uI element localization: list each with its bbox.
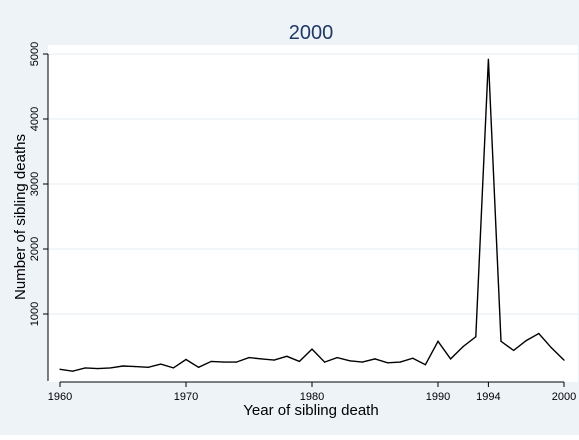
data-point xyxy=(135,366,137,368)
data-point xyxy=(349,360,351,362)
data-point xyxy=(147,366,149,368)
data-point xyxy=(311,348,313,350)
x-tick-label: 2000 xyxy=(552,391,576,403)
data-point xyxy=(97,368,99,370)
y-tick-label: 4000 xyxy=(29,107,41,131)
data-point xyxy=(563,359,565,361)
data-point xyxy=(298,360,300,363)
data-point xyxy=(273,359,275,361)
data-point xyxy=(500,340,502,342)
data-point xyxy=(109,367,111,369)
data-point xyxy=(223,361,225,363)
data-point xyxy=(235,361,237,363)
data-point xyxy=(412,357,414,359)
data-point xyxy=(72,370,74,372)
x-tick-label: 1960 xyxy=(48,391,72,403)
data-point xyxy=(248,356,250,359)
data-point xyxy=(550,347,553,349)
data-point xyxy=(462,345,464,348)
y-tick-label: 2000 xyxy=(29,237,41,261)
data-point xyxy=(450,358,452,360)
x-tick-label: 1980 xyxy=(300,391,324,403)
data-point xyxy=(336,356,338,359)
series-layer xyxy=(59,58,565,372)
data-point xyxy=(160,363,162,365)
gridlines xyxy=(48,53,578,315)
chart-title: 2000 xyxy=(289,22,334,44)
data-point xyxy=(475,336,477,338)
y-tick-label: 3000 xyxy=(29,172,41,196)
data-point xyxy=(286,355,288,357)
data-point xyxy=(59,368,61,370)
data-point xyxy=(538,332,540,335)
x-tick-label: 1990 xyxy=(426,391,450,403)
data-point xyxy=(261,358,263,360)
data-point xyxy=(185,358,187,361)
data-point xyxy=(198,366,200,368)
data-point xyxy=(324,361,326,363)
data-point xyxy=(437,340,439,342)
x-tick-label: 1994 xyxy=(476,391,500,403)
data-point xyxy=(525,340,527,342)
y-tick-label: 5000 xyxy=(29,42,41,66)
data-point xyxy=(487,58,489,60)
y-axis-title: Number of sibling deaths xyxy=(12,134,29,300)
data-point xyxy=(361,361,363,363)
data-point xyxy=(122,365,124,367)
data-point xyxy=(424,364,426,366)
data-point xyxy=(172,367,174,369)
data-point xyxy=(513,349,515,351)
data-point xyxy=(210,360,212,363)
plot-area xyxy=(48,45,578,382)
data-point xyxy=(399,361,401,363)
axes: 1000 2000 3000 4000 5000 1960 1970 1980 1990 1994… xyxy=(29,42,576,403)
y-tick-label: 1000 xyxy=(29,302,41,326)
x-tick-label: 1970 xyxy=(174,391,198,403)
data-point xyxy=(374,358,376,360)
x-axis-title: Year of sibling death xyxy=(243,402,378,419)
data-point xyxy=(84,367,86,369)
data-point xyxy=(387,362,389,364)
